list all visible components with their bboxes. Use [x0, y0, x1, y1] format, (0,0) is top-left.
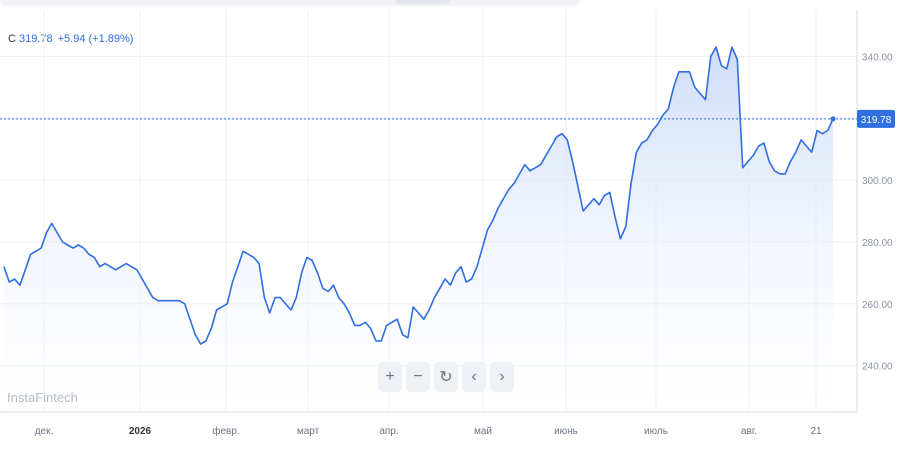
x-tick-label: июль	[644, 426, 668, 437]
chart-controls: + − ↻ ‹ ›	[378, 362, 514, 396]
x-tick-label: июнь	[554, 426, 578, 437]
series-area	[4, 47, 833, 412]
x-tick-label: май	[474, 426, 492, 437]
series-line	[3, 46, 834, 345]
y-tick-label: 280.00	[862, 238, 893, 249]
y-tick-label: 240.00	[862, 362, 893, 373]
scroll-left-button[interactable]: ‹	[462, 362, 486, 392]
x-tick-label: апр.	[379, 426, 398, 437]
y-tick-label: 340.00	[862, 52, 893, 63]
zoom-out-button[interactable]: −	[406, 362, 430, 392]
zoom-in-button[interactable]: +	[378, 362, 402, 392]
y-tick-label: 300.00	[862, 176, 893, 187]
x-tick-label: дек.	[35, 426, 54, 437]
ticker-symbol: C	[8, 33, 16, 45]
watermark: InstaFintech	[7, 390, 78, 405]
top-toolbar-strip	[0, 0, 580, 6]
last-price-label: 319.78	[861, 115, 892, 126]
last-price-point	[830, 116, 836, 122]
ticker-change: +5.94 (+1.89%)	[57, 33, 134, 45]
x-tick-label: авг.	[741, 426, 757, 437]
y-tick-label: 260.00	[862, 300, 893, 311]
last-price-label-bg	[857, 109, 895, 128]
x-tick-label: февр.	[212, 425, 239, 437]
reset-button[interactable]: ↻	[434, 362, 458, 392]
x-tick-label: 2026	[129, 426, 152, 437]
toolbar-handle[interactable]	[395, 0, 450, 4]
x-tick-label: 21	[810, 426, 822, 437]
x-tick-label: март	[297, 426, 320, 437]
scroll-right-button[interactable]: ›	[490, 362, 514, 392]
